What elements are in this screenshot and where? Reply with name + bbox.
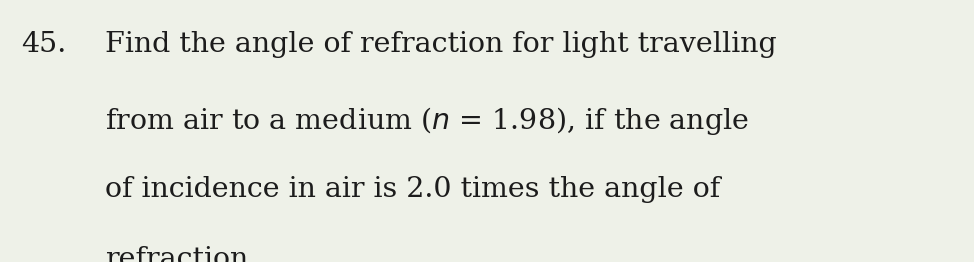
Text: 45.: 45. xyxy=(21,31,66,58)
Text: Find the angle of refraction for light travelling: Find the angle of refraction for light t… xyxy=(105,31,777,58)
Text: from air to a medium ($n$ = 1.98), if the angle: from air to a medium ($n$ = 1.98), if th… xyxy=(105,105,749,137)
Text: refraction.: refraction. xyxy=(105,246,257,262)
Text: of incidence in air is 2.0 times the angle of: of incidence in air is 2.0 times the ang… xyxy=(105,176,721,203)
